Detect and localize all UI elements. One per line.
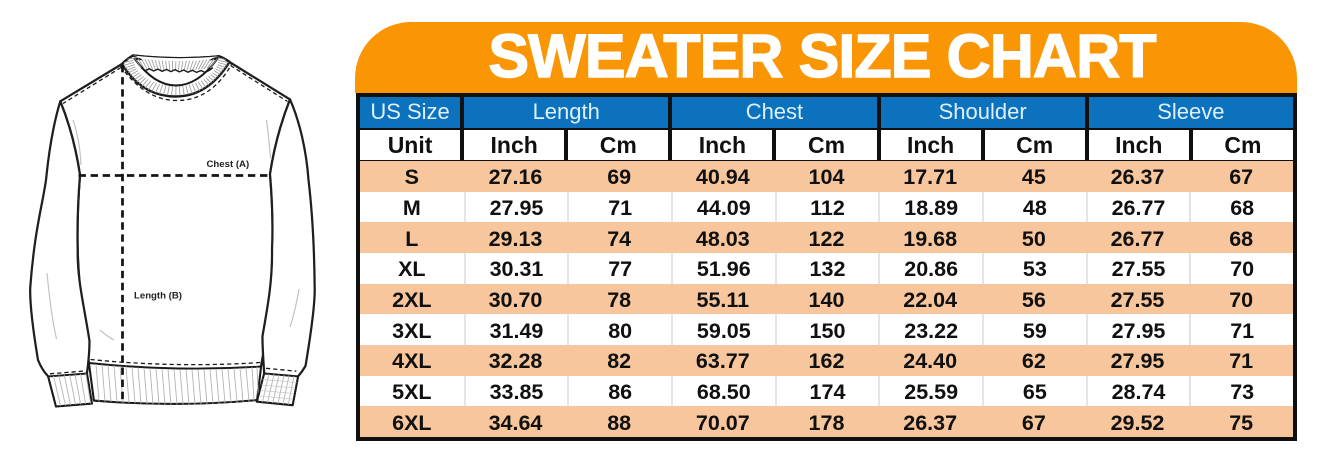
svg-text:Length (B): Length (B) (134, 291, 182, 302)
svg-text:Chest (A): Chest (A) (207, 159, 250, 170)
